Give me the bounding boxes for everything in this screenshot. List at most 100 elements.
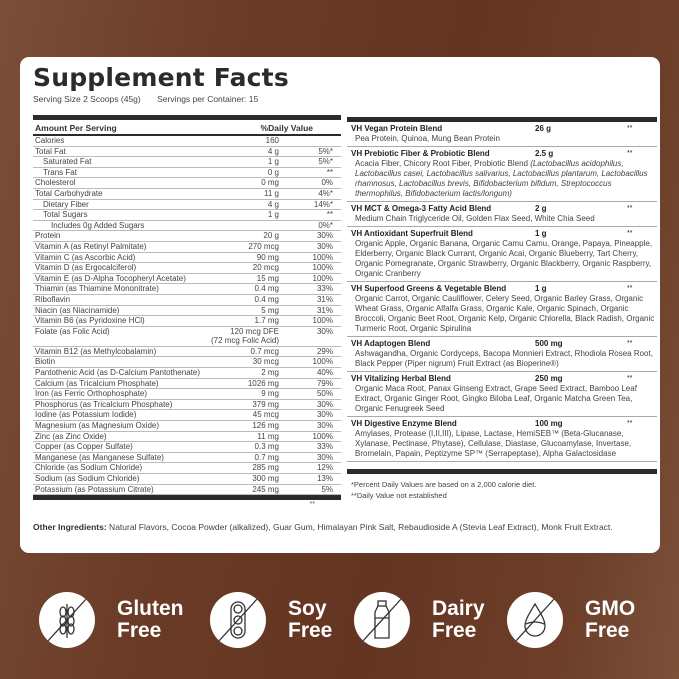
badge-line2: Free [585, 619, 630, 642]
soybean-crossed-icon [210, 592, 266, 648]
blend-ingredients: Amylases, Protease (I,II,III), Lipase, L… [355, 429, 632, 458]
nutrient-amount: 0.4 mg [254, 284, 279, 294]
blend-amount: 250 mg [535, 374, 563, 383]
nutrient-row: Copper (as Copper Sulfate) 0.3 mg 33% [33, 442, 341, 453]
nutrient-table: Amount Per Serving %Daily Value Calories… [33, 115, 341, 509]
nutrient-amount: 20 mcg [252, 263, 279, 273]
badge-dairy-free: Dairy Free [354, 592, 485, 648]
blend-amount: 1 g [535, 284, 547, 293]
badge-line1: Soy [288, 597, 327, 620]
nutrient-name: Saturated Fat [43, 157, 92, 167]
blend-ingredients: Organic Apple, Organic Banana, Organic C… [355, 239, 653, 278]
nutrient-row: Magnesium (as Magnesium Oxide) 126 mg 30% [33, 421, 341, 432]
blend-row: VH Superfood Greens & Vegetable Blend 1 g… [347, 282, 657, 337]
footnote-dv: *Percent Daily Values are based on a 2,0… [351, 480, 537, 489]
nutrient-row: Vitamin B6 (as Pyridoxine HCl) 1.7 mg 100% [33, 316, 341, 327]
blend-name: VH Adaptogen Blend [351, 339, 431, 348]
nutrient-name: Vitamin C (as Ascorbic Acid) [35, 252, 136, 262]
blend-ingredients: Organic Carrot, Organic Cauliflower, Cel… [355, 294, 655, 333]
droplet-crossed-icon [507, 592, 563, 648]
nutrient-amount: 270 mcg [248, 241, 279, 251]
nutrient-amount: 0.7 mcg [250, 346, 279, 356]
nutrient-name: Potassium (as Potassium Citrate) [35, 484, 154, 494]
nutrient-row: Manganese (as Manganese Sulfate) 0.7 mg 30… [33, 453, 341, 464]
blend-dv: ** [627, 230, 633, 237]
nutrient-row: Iron (as Ferric Orthophosphate) 9 mg 50% [33, 389, 341, 400]
nutrient-row: Total Sugars 1 g ** [33, 210, 341, 221]
blend-dv: ** [627, 375, 633, 382]
nutrient-amount: 11 mg [257, 431, 279, 441]
nutrient-row: Niacin (as Niacinamide) 5 mg 31% [33, 306, 341, 317]
nutrient-dv: 33% [316, 442, 333, 452]
nutrient-dv: 4%* [318, 188, 333, 198]
blend-amount: 26 g [535, 124, 552, 133]
nutrient-dv: ** [326, 167, 333, 177]
blend-amount: 100 mg [535, 419, 563, 428]
badge-line2: Free [288, 619, 333, 642]
nutrient-dv: 30% [316, 231, 333, 241]
nutrient-name: Calories [35, 136, 65, 145]
nutrient-name: Calcium (as Tricalcium Phosphate) [35, 378, 159, 388]
nutrient-row: Dietary Fiber 4 g 14%* [33, 200, 341, 211]
blend-name: VH MCT & Omega-3 Fatty Acid Blend [351, 204, 492, 213]
badge-gluten-free: Gluten Free [39, 592, 184, 648]
nutrient-row: Calcium (as Tricalcium Phosphate) 1026 mg… [33, 379, 341, 390]
nutrient-row: Biotin 30 mcg 100% [33, 357, 341, 369]
free-from-badges: Gluten Free Soy Free Dairy Free GMO Free [0, 590, 679, 655]
nutrient-name: Folate (as Folic Acid) [35, 326, 110, 336]
nutrient-amount: 9 mg [261, 389, 279, 399]
nutrient-name: Total Sugars [43, 210, 88, 220]
nutrient-dv: ** [326, 210, 333, 220]
blend-amount: 500 mg [535, 339, 563, 348]
table-header: Amount Per Serving %Daily Value [33, 120, 341, 136]
nutrient-amount: 15 mg [256, 273, 279, 283]
blend-dv: ** [627, 340, 633, 347]
nutrient-dv: 12% [316, 463, 333, 473]
footnotes: *Percent Daily Values are based on a 2,0… [347, 474, 657, 501]
nutrient-amount: 90 mg [256, 252, 279, 262]
nutrient-amount: 126 mg [252, 421, 279, 431]
nutrient-dv: 30% [316, 241, 333, 251]
blend-dv: ** [627, 150, 633, 157]
nutrient-amount: 0.3 mg [254, 442, 279, 452]
nutrient-row: Sodium (as Sodium Chloride) 300 mg 13% [33, 474, 341, 485]
nutrient-row: Includes 0g Added Sugars 0%* [33, 221, 341, 232]
nutrient-row: Total Carbohydrate 11 g 4%* [33, 189, 341, 200]
nutrient-row: Thiamin (as Thiamine Mononitrate) 0.4 mg 3… [33, 284, 341, 295]
nutrient-name: Chloride (as Sodium Chloride) [35, 463, 143, 473]
other-ingredients: Other Ingredients: Natural Flavors, Coco… [33, 522, 648, 533]
nutrient-name: Biotin [35, 357, 56, 367]
footnote-not-established: **Daily Value not established [351, 491, 447, 500]
blend-row: VH Vitalizing Herbal Blend 250 mg ** Organi… [347, 372, 657, 417]
nutrient-row: Iodine (as Potassium Iodide) 45 mcg 30% [33, 410, 341, 422]
nutrient-dv: 30% [316, 452, 333, 462]
nutrient-amount: 379 mg [252, 399, 279, 409]
nutrient-dv: 5%* [318, 146, 333, 156]
nutrient-amount: 0.7 mg [254, 452, 279, 462]
nutrient-amount: 160 [265, 136, 279, 145]
nutrient-name: Vitamin E (as D-Alpha Tocopheryl Acetate… [35, 273, 186, 283]
nutrient-name: Vitamin B12 (as Methylcobalamin) [35, 346, 157, 356]
blend-row: VH Adaptogen Blend 500 mg ** Ashwagandha, O… [347, 337, 657, 372]
nutrient-row: Vitamin C (as Ascorbic Acid) 90 mg 100% [33, 253, 341, 264]
nutrient-dv: 30% [316, 326, 333, 336]
nutrient-amount-detail: (72 mcg Folic Acid) [210, 336, 279, 346]
other-ingredients-text: Natural Flavors, Cocoa Powder (alkalized… [106, 522, 613, 532]
nutrient-dv: 0% [321, 178, 333, 188]
blend-row: VH Antioxidant Superfruit Blend 1 g ** Orga… [347, 227, 657, 282]
nutrient-dv: 100% [312, 431, 333, 441]
nutrient-dv: 79% [316, 378, 333, 388]
nutrient-amount: 300 mg [252, 474, 279, 483]
nutrient-amount: 0.4 mg [254, 294, 279, 304]
nutrient-name: Protein [35, 231, 61, 241]
blend-row: VH Prebiotic Fiber & Probiotic Blend 2.5 … [347, 147, 657, 202]
nutrient-name: Total Fat [35, 146, 66, 156]
nutrient-row: Potassium (as Potassium Citrate) 245 mg 5% [33, 485, 341, 496]
divider [33, 115, 341, 120]
badge-gmo-free: GMO Free [507, 592, 635, 648]
blend-name: VH Antioxidant Superfruit Blend [351, 229, 473, 238]
nutrient-name: Thiamin (as Thiamine Mononitrate) [35, 284, 159, 294]
nutrient-amount: 30 mcg [252, 357, 279, 367]
nutrient-name: Vitamin B6 (as Pyridoxine HCl) [35, 316, 145, 326]
nutrient-name: Dietary Fiber [43, 199, 89, 209]
